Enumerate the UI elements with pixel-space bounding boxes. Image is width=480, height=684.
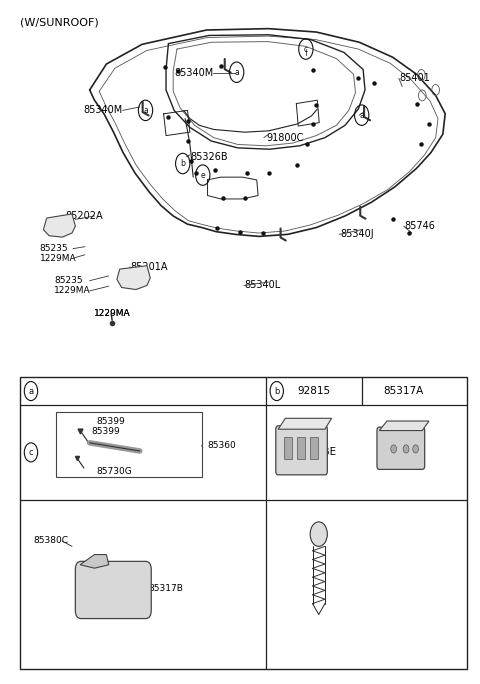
- Text: 85326B: 85326B: [190, 152, 228, 161]
- FancyBboxPatch shape: [377, 427, 425, 469]
- FancyBboxPatch shape: [276, 426, 327, 475]
- Text: 85317B: 85317B: [148, 584, 183, 593]
- Text: 1229MA: 1229MA: [39, 254, 76, 263]
- Text: 1229MA: 1229MA: [54, 287, 91, 295]
- Text: 85380C: 85380C: [34, 536, 69, 545]
- Text: a: a: [360, 111, 364, 120]
- Polygon shape: [117, 265, 150, 289]
- Text: 85360: 85360: [207, 441, 236, 450]
- Text: 92815: 92815: [297, 386, 330, 396]
- Text: 85730G: 85730G: [97, 467, 132, 476]
- Text: 85202A: 85202A: [66, 211, 103, 221]
- Text: 1229MA: 1229MA: [95, 309, 131, 318]
- Polygon shape: [278, 419, 332, 429]
- Text: 85340M: 85340M: [84, 105, 123, 116]
- Text: 85235: 85235: [39, 244, 68, 253]
- Circle shape: [403, 445, 409, 453]
- Text: 1243BE: 1243BE: [297, 447, 337, 458]
- Text: b: b: [180, 159, 185, 168]
- Text: 85317A: 85317A: [383, 386, 423, 396]
- Text: a: a: [234, 68, 239, 77]
- Text: e: e: [201, 170, 205, 180]
- Text: (W/SUNROOF): (W/SUNROOF): [21, 17, 99, 27]
- Circle shape: [391, 445, 396, 453]
- Bar: [297, 437, 305, 459]
- Text: 91800C: 91800C: [266, 133, 304, 143]
- Text: b: b: [274, 386, 279, 395]
- Polygon shape: [43, 214, 75, 237]
- Circle shape: [310, 522, 327, 547]
- Text: c: c: [304, 44, 308, 53]
- Text: 85746: 85746: [405, 221, 435, 231]
- FancyBboxPatch shape: [75, 562, 151, 618]
- Text: a: a: [28, 386, 34, 395]
- Polygon shape: [379, 421, 429, 430]
- Polygon shape: [80, 555, 109, 568]
- Text: 85340L: 85340L: [245, 280, 281, 291]
- Text: 85235: 85235: [54, 276, 83, 285]
- Bar: [21, 378, 467, 669]
- Text: 85401: 85401: [400, 73, 431, 83]
- Bar: [56, 412, 202, 477]
- Text: 85201A: 85201A: [130, 262, 168, 272]
- Bar: [284, 437, 291, 459]
- Text: 85399: 85399: [97, 417, 126, 425]
- Circle shape: [413, 445, 419, 453]
- Text: a: a: [143, 106, 148, 115]
- Text: 85340M: 85340M: [175, 68, 214, 78]
- Text: c: c: [29, 448, 33, 457]
- Text: 85340J: 85340J: [340, 229, 374, 239]
- Text: 85399: 85399: [91, 428, 120, 436]
- Text: 1229MA: 1229MA: [95, 309, 131, 318]
- Bar: [310, 437, 318, 459]
